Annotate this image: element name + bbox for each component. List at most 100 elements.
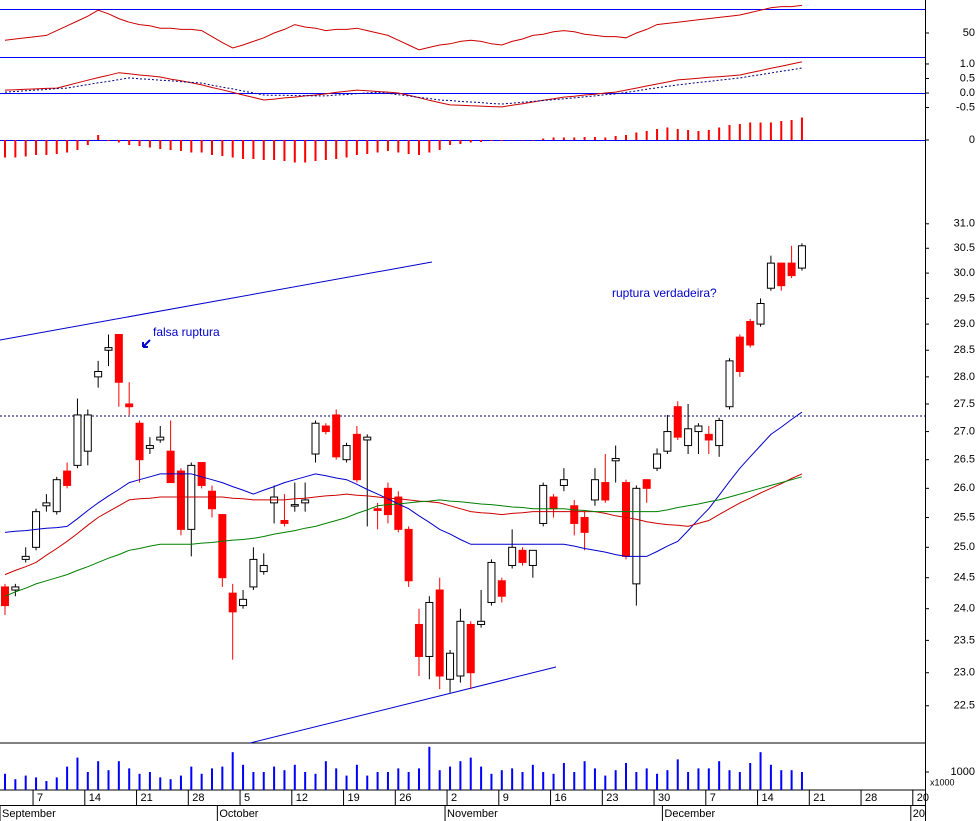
bar <box>14 779 17 790</box>
x-tick-label: 14 <box>762 792 774 804</box>
bar <box>521 140 524 141</box>
y-tick-label: 25.0 <box>954 541 975 553</box>
bar <box>438 140 441 150</box>
bar <box>335 768 338 790</box>
bar <box>376 771 379 790</box>
candle-body <box>321 425 330 433</box>
bar <box>666 127 669 140</box>
candle-body <box>477 620 486 625</box>
annotation: falsa ruptura <box>153 325 220 339</box>
bar <box>35 140 38 155</box>
bar <box>24 140 27 157</box>
x-tick-label: 23 <box>606 792 618 804</box>
bar <box>14 140 17 158</box>
candle-body <box>601 482 610 501</box>
bar <box>418 768 420 790</box>
bar <box>66 140 69 153</box>
candle-body <box>622 482 630 557</box>
bar <box>107 770 110 790</box>
trendline <box>0 261 433 341</box>
y-tick-label: 24.0 <box>954 603 975 615</box>
annotation: ruptura verdadeira? <box>612 286 717 300</box>
y-tick-label: 50 <box>963 27 975 39</box>
bar <box>4 140 6 158</box>
bar <box>697 768 700 790</box>
candle-body <box>114 334 123 383</box>
candle-body <box>404 528 413 582</box>
bar <box>635 771 638 790</box>
bar <box>790 120 793 140</box>
candle-body <box>549 496 558 510</box>
bar <box>221 766 224 790</box>
bar <box>76 757 79 790</box>
month-label: September <box>2 808 56 820</box>
bar <box>656 129 659 140</box>
bar <box>625 762 627 790</box>
bar <box>179 140 182 151</box>
candle-body <box>259 564 268 573</box>
candle-body <box>73 414 82 466</box>
bar <box>625 135 627 140</box>
x-tick-label: 21 <box>141 792 153 804</box>
bar <box>542 771 545 790</box>
bar <box>293 140 296 163</box>
bar <box>190 766 193 790</box>
y-tick-label: 25.5 <box>954 511 975 523</box>
candle-body <box>197 462 206 486</box>
candle-body <box>570 505 579 524</box>
y-tick-label: 0 <box>969 134 975 146</box>
bar <box>397 140 400 153</box>
x-tick-label: 21 <box>813 792 825 804</box>
bar <box>521 771 524 790</box>
bar <box>645 768 648 790</box>
y-tick-label: 26.0 <box>954 482 975 494</box>
bar <box>55 777 58 790</box>
candle-body <box>487 561 496 603</box>
line-series <box>4 473 803 576</box>
bar <box>759 752 762 790</box>
bar <box>407 771 410 790</box>
bar <box>386 771 389 790</box>
bar <box>97 761 100 790</box>
bar <box>45 780 48 790</box>
bar <box>345 140 348 158</box>
bar <box>718 127 721 140</box>
bar <box>190 140 193 153</box>
bar <box>583 137 586 140</box>
bar <box>552 137 555 140</box>
line-series <box>4 61 802 108</box>
y-tick-label: 28.0 <box>954 371 975 383</box>
candle-body <box>239 598 248 607</box>
y-tick-label: 29.5 <box>954 292 975 304</box>
bar <box>687 771 690 790</box>
bar <box>293 764 296 790</box>
arrow <box>142 339 151 348</box>
y-tick-label: 26.5 <box>954 454 975 466</box>
bar <box>573 137 576 140</box>
candle-body <box>756 302 765 325</box>
candle-body <box>52 479 61 513</box>
bar <box>738 124 741 140</box>
bar <box>376 140 379 153</box>
y-tick-label: 23.5 <box>954 634 975 646</box>
bar <box>117 761 120 790</box>
candle-body <box>456 620 465 677</box>
bar <box>593 768 596 790</box>
bar <box>573 771 576 790</box>
candle-body <box>590 479 599 501</box>
candle-body <box>797 245 806 269</box>
bar <box>148 140 151 148</box>
candle-body <box>539 484 548 524</box>
bar <box>707 130 710 140</box>
y-tick-label: 28.5 <box>954 344 975 356</box>
bar <box>614 136 617 140</box>
bar <box>138 140 141 146</box>
bar <box>500 140 503 141</box>
bar <box>138 773 141 790</box>
x-tick-label: 2 <box>451 792 457 804</box>
bar <box>24 775 27 790</box>
bar <box>211 140 213 155</box>
bar <box>728 125 731 140</box>
candle-body <box>559 479 568 486</box>
